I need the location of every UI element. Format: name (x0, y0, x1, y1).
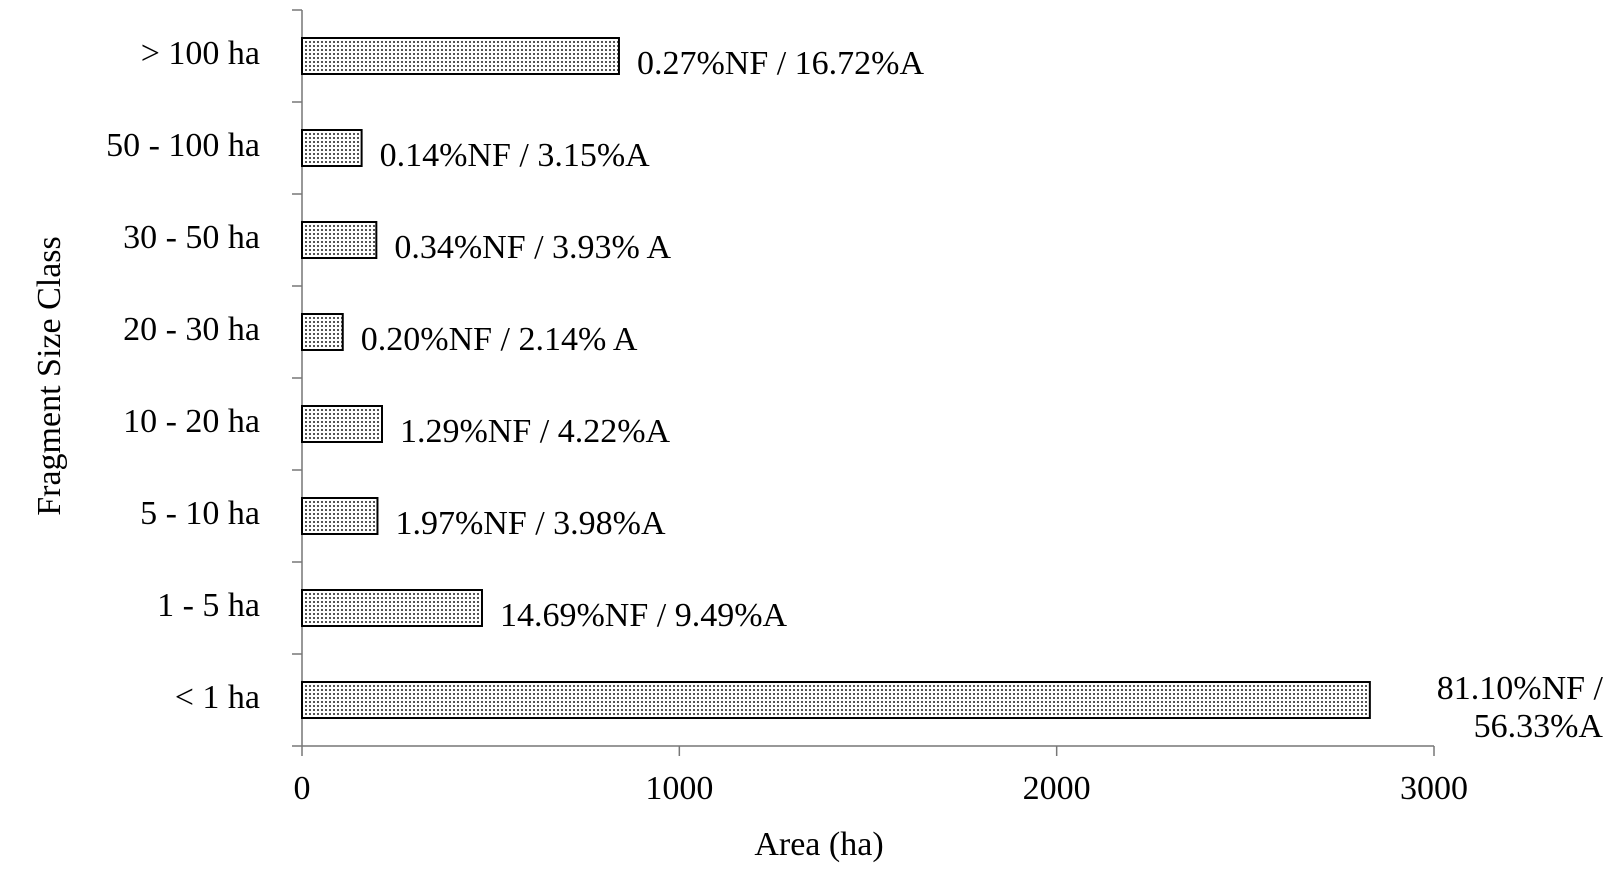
value-label: 1.97%NF / 3.98%A (395, 505, 666, 542)
value-label: 81.10%NF / 56.33%A (1436, 670, 1603, 745)
y-tick-label: 50 - 100 ha (106, 127, 260, 164)
y-tick-label: 10 - 20 ha (123, 403, 260, 440)
bar (301, 681, 1371, 719)
value-label: 0.20%NF / 2.14% A (360, 321, 638, 358)
y-tick-label: < 1 ha (175, 679, 260, 716)
bar (301, 497, 379, 535)
y-tick-label: 5 - 10 ha (140, 495, 260, 532)
value-label: 0.27%NF / 16.72%A (636, 45, 925, 82)
y-tick-label: > 100 ha (141, 35, 260, 72)
bar (301, 37, 620, 75)
y-tick-label: 20 - 30 ha (123, 311, 260, 348)
x-tick-label: 0 (294, 770, 311, 807)
y-axis-title: Fragment Size Class (31, 236, 68, 516)
bar (301, 129, 363, 167)
value-label: 0.14%NF / 3.15%A (379, 137, 650, 174)
value-label: 14.69%NF / 9.49%A (499, 597, 788, 634)
y-tick-label: 30 - 50 ha (123, 219, 260, 256)
bar (301, 221, 378, 259)
x-tick-label: 2000 (1023, 770, 1091, 807)
bar (301, 405, 383, 443)
value-label: 1.29%NF / 4.22%A (399, 413, 671, 450)
value-label: 0.34%NF / 3.93% A (394, 229, 672, 266)
bar (301, 589, 483, 627)
y-tick-label: 1 - 5 ha (157, 587, 260, 624)
x-tick-label: 3000 (1400, 770, 1468, 807)
x-tick-label: 1000 (645, 770, 713, 807)
x-axis-title: Area (ha) (754, 826, 883, 863)
bar (301, 313, 344, 351)
